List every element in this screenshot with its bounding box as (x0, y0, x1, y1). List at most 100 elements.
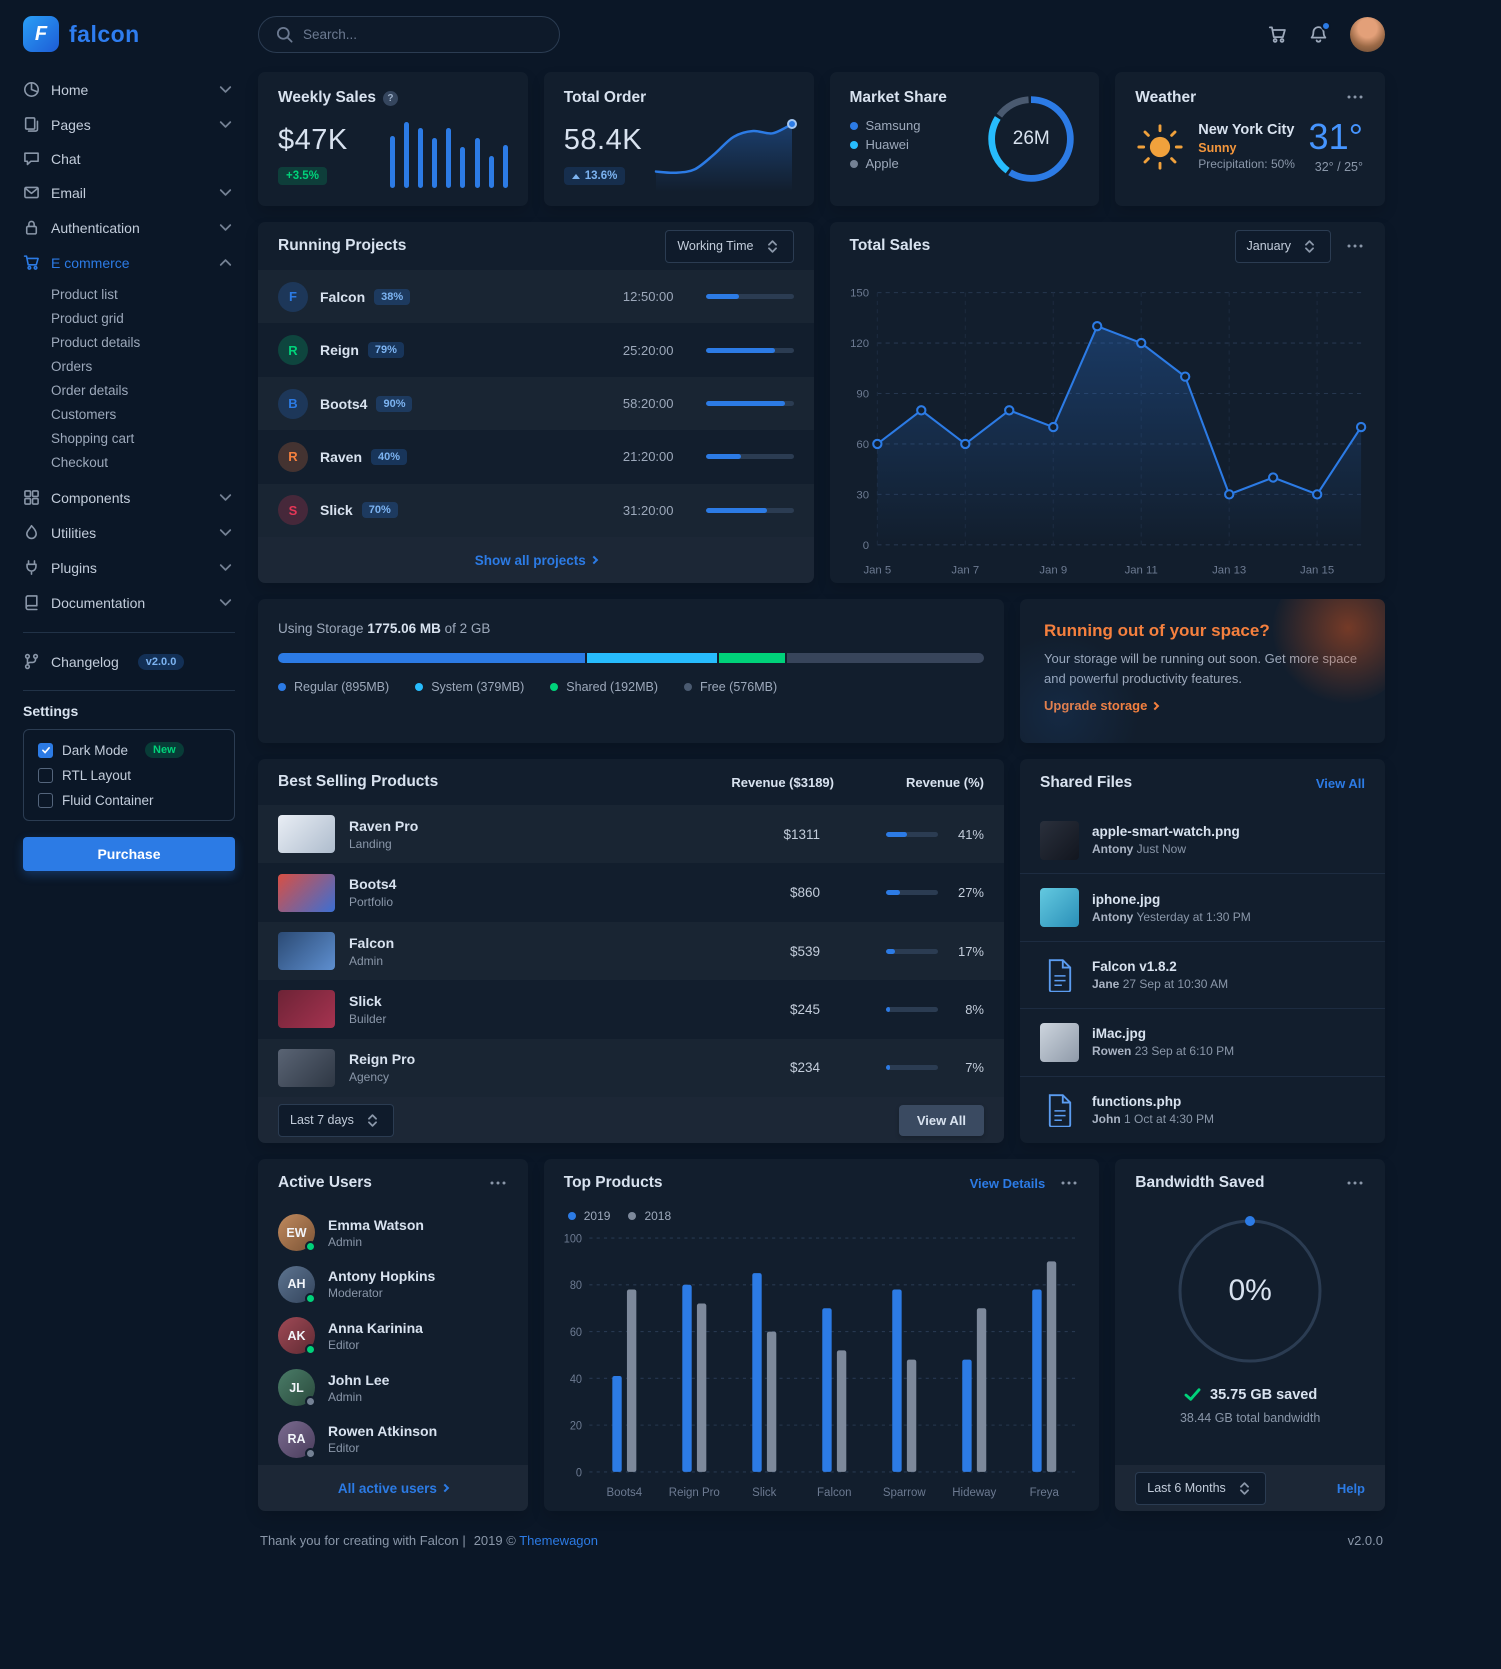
setting-fluid-container[interactable]: Fluid Container (38, 793, 220, 808)
working-time-select[interactable]: Working Time (665, 229, 794, 263)
file-thumbnail (1040, 820, 1079, 860)
svg-text:30: 30 (856, 490, 869, 502)
fire-icon (23, 524, 40, 541)
sidebar-item-home[interactable]: Home (23, 72, 235, 107)
bandwidth-saved: 35.75 GB saved (1210, 1386, 1318, 1403)
file-name-link[interactable]: Falcon v1.8.2 (1092, 959, 1177, 975)
market-share-chart: 26M (983, 91, 1079, 187)
user-name-link[interactable]: John Lee (328, 1371, 390, 1388)
project-progress-badge: 40% (371, 448, 408, 465)
search-input[interactable] (258, 15, 560, 53)
months-select[interactable]: Last 6 Months (1135, 1471, 1266, 1505)
sidebar-subitem-shopping-cart[interactable]: Shopping cart (51, 430, 135, 446)
project-name-link[interactable]: Boots4 (320, 395, 368, 412)
help-link[interactable]: Help (1336, 1480, 1365, 1496)
card-menu-button[interactable] (1345, 238, 1365, 254)
project-avatar: B (278, 388, 308, 419)
sidebar-item-plugins[interactable]: Plugins (23, 550, 235, 585)
upgrade-storage-link[interactable]: Upgrade storage (1044, 698, 1160, 713)
sidebar-subitem-customers[interactable]: Customers (51, 406, 117, 422)
search-field[interactable] (303, 26, 543, 42)
card-menu-button[interactable] (1345, 89, 1365, 105)
view-details-link[interactable]: View Details (969, 1175, 1046, 1191)
card-menu-button[interactable] (1059, 1175, 1079, 1191)
chevron-down-icon (216, 115, 235, 134)
project-progress-badge: 79% (367, 342, 404, 359)
sidebar-item-chat[interactable]: Chat (23, 142, 235, 175)
card-menu-button[interactable] (1345, 1175, 1365, 1191)
period-select[interactable]: Last 7 days (278, 1103, 394, 1137)
project-name-link[interactable]: Reign (320, 342, 359, 359)
weekly-sales-value: $47K (278, 124, 348, 156)
product-name-link[interactable]: Boots4 (349, 876, 397, 893)
checkbox-icon[interactable] (38, 742, 53, 758)
sidebar-item-components[interactable]: Components (23, 480, 235, 515)
topbar (258, 14, 1385, 54)
sidebar-subitem-orders[interactable]: Orders (51, 358, 93, 374)
user-name-link[interactable]: Rowen Atkinson (328, 1423, 438, 1440)
sidebar-subitem-order-details[interactable]: Order details (51, 382, 129, 398)
setting-dark-mode[interactable]: Dark Mode New (38, 742, 220, 758)
sidebar-item-email[interactable]: Email (23, 175, 235, 210)
product-name-link[interactable]: Reign Pro (349, 1051, 416, 1068)
user-name-link[interactable]: Anna Karinina (328, 1319, 423, 1336)
profile-button[interactable] (1350, 16, 1385, 52)
sidebar-item-pages[interactable]: Pages (23, 107, 235, 142)
sidebar-subitem-checkout[interactable]: Checkout (51, 454, 109, 470)
sidebar-item-authentication[interactable]: Authentication (23, 210, 235, 245)
card-menu-button[interactable] (488, 1175, 508, 1191)
product-name-link[interactable]: Raven Pro (349, 817, 419, 834)
notifications-button[interactable] (1309, 20, 1331, 44)
show-all-projects-link[interactable]: Show all projects (475, 553, 599, 568)
chevron-down-icon (216, 80, 235, 99)
svg-text:0: 0 (862, 540, 868, 552)
file-name-link[interactable]: iMac.jpg (1092, 1026, 1147, 1042)
brand-logo[interactable]: F falcon (23, 16, 235, 52)
product-progress-bar (886, 948, 938, 954)
themewagon-link[interactable]: Themewagon (519, 1533, 598, 1548)
sidebar-item-e-commerce[interactable]: E commerce (23, 245, 235, 280)
checkbox-icon[interactable] (38, 768, 53, 783)
all-active-users-link[interactable]: All active users (338, 1481, 450, 1496)
total-order-value: 58.4K (563, 124, 643, 156)
purchase-button[interactable]: Purchase (23, 837, 235, 871)
chevron-up-icon (216, 253, 235, 272)
chevron-down-icon (216, 183, 235, 202)
sidebar-item-changelog[interactable]: Changelog v2.0.0 (23, 645, 235, 678)
sidebar-subitem-product-list[interactable]: Product list (51, 286, 118, 302)
svg-text:Jan 11: Jan 11 (1124, 565, 1157, 577)
sidebar-subitem-product-details[interactable]: Product details (51, 334, 141, 350)
product-name-link[interactable]: Falcon (349, 934, 395, 951)
sidebar-item-label: Email (51, 184, 87, 201)
view-all-button[interactable]: View All (898, 1104, 984, 1136)
file-icon (1040, 1093, 1079, 1127)
sidebar-item-documentation[interactable]: Documentation (23, 585, 235, 620)
cart-button[interactable] (1268, 25, 1287, 44)
file-name-link[interactable]: apple-smart-watch.png (1092, 824, 1240, 840)
month-select[interactable]: January (1234, 229, 1331, 263)
product-name-link[interactable]: Slick (349, 992, 382, 1009)
product-progress-bar (886, 831, 938, 837)
shared-file-item: functions.php John 1 Oct at 4:30 PM (1020, 1075, 1385, 1143)
project-avatar: R (278, 335, 308, 366)
project-name-link[interactable]: Raven (320, 448, 363, 465)
active-user-list: EW Emma Watson Admin AH Antony Hopkins M… (258, 1207, 528, 1465)
puzzle-icon (23, 489, 40, 506)
file-name-link[interactable]: functions.php (1092, 1093, 1182, 1109)
project-name-link[interactable]: Falcon (320, 288, 366, 305)
shared-file-item: iMac.jpg Rowen 23 Sep at 6:10 PM (1020, 1008, 1385, 1075)
view-all-link[interactable]: View All (1315, 775, 1365, 791)
project-progress-badge: 90% (376, 395, 413, 412)
sidebar-item-label: E commerce (51, 254, 130, 271)
project-name-link[interactable]: Slick (320, 502, 353, 519)
product-percent: 7% (965, 1060, 984, 1076)
setting-rtl-layout[interactable]: RTL Layout (38, 768, 220, 783)
user-name-link[interactable]: Emma Watson (328, 1216, 424, 1233)
promo-title: Running out of your space? (1044, 621, 1270, 640)
checkbox-icon[interactable] (38, 793, 53, 808)
user-name-link[interactable]: Antony Hopkins (328, 1268, 436, 1285)
help-icon[interactable]: ? (382, 90, 398, 106)
sidebar-item-utilities[interactable]: Utilities (23, 515, 235, 550)
file-name-link[interactable]: iphone.jpg (1092, 891, 1161, 907)
sidebar-subitem-product-grid[interactable]: Product grid (51, 310, 124, 326)
